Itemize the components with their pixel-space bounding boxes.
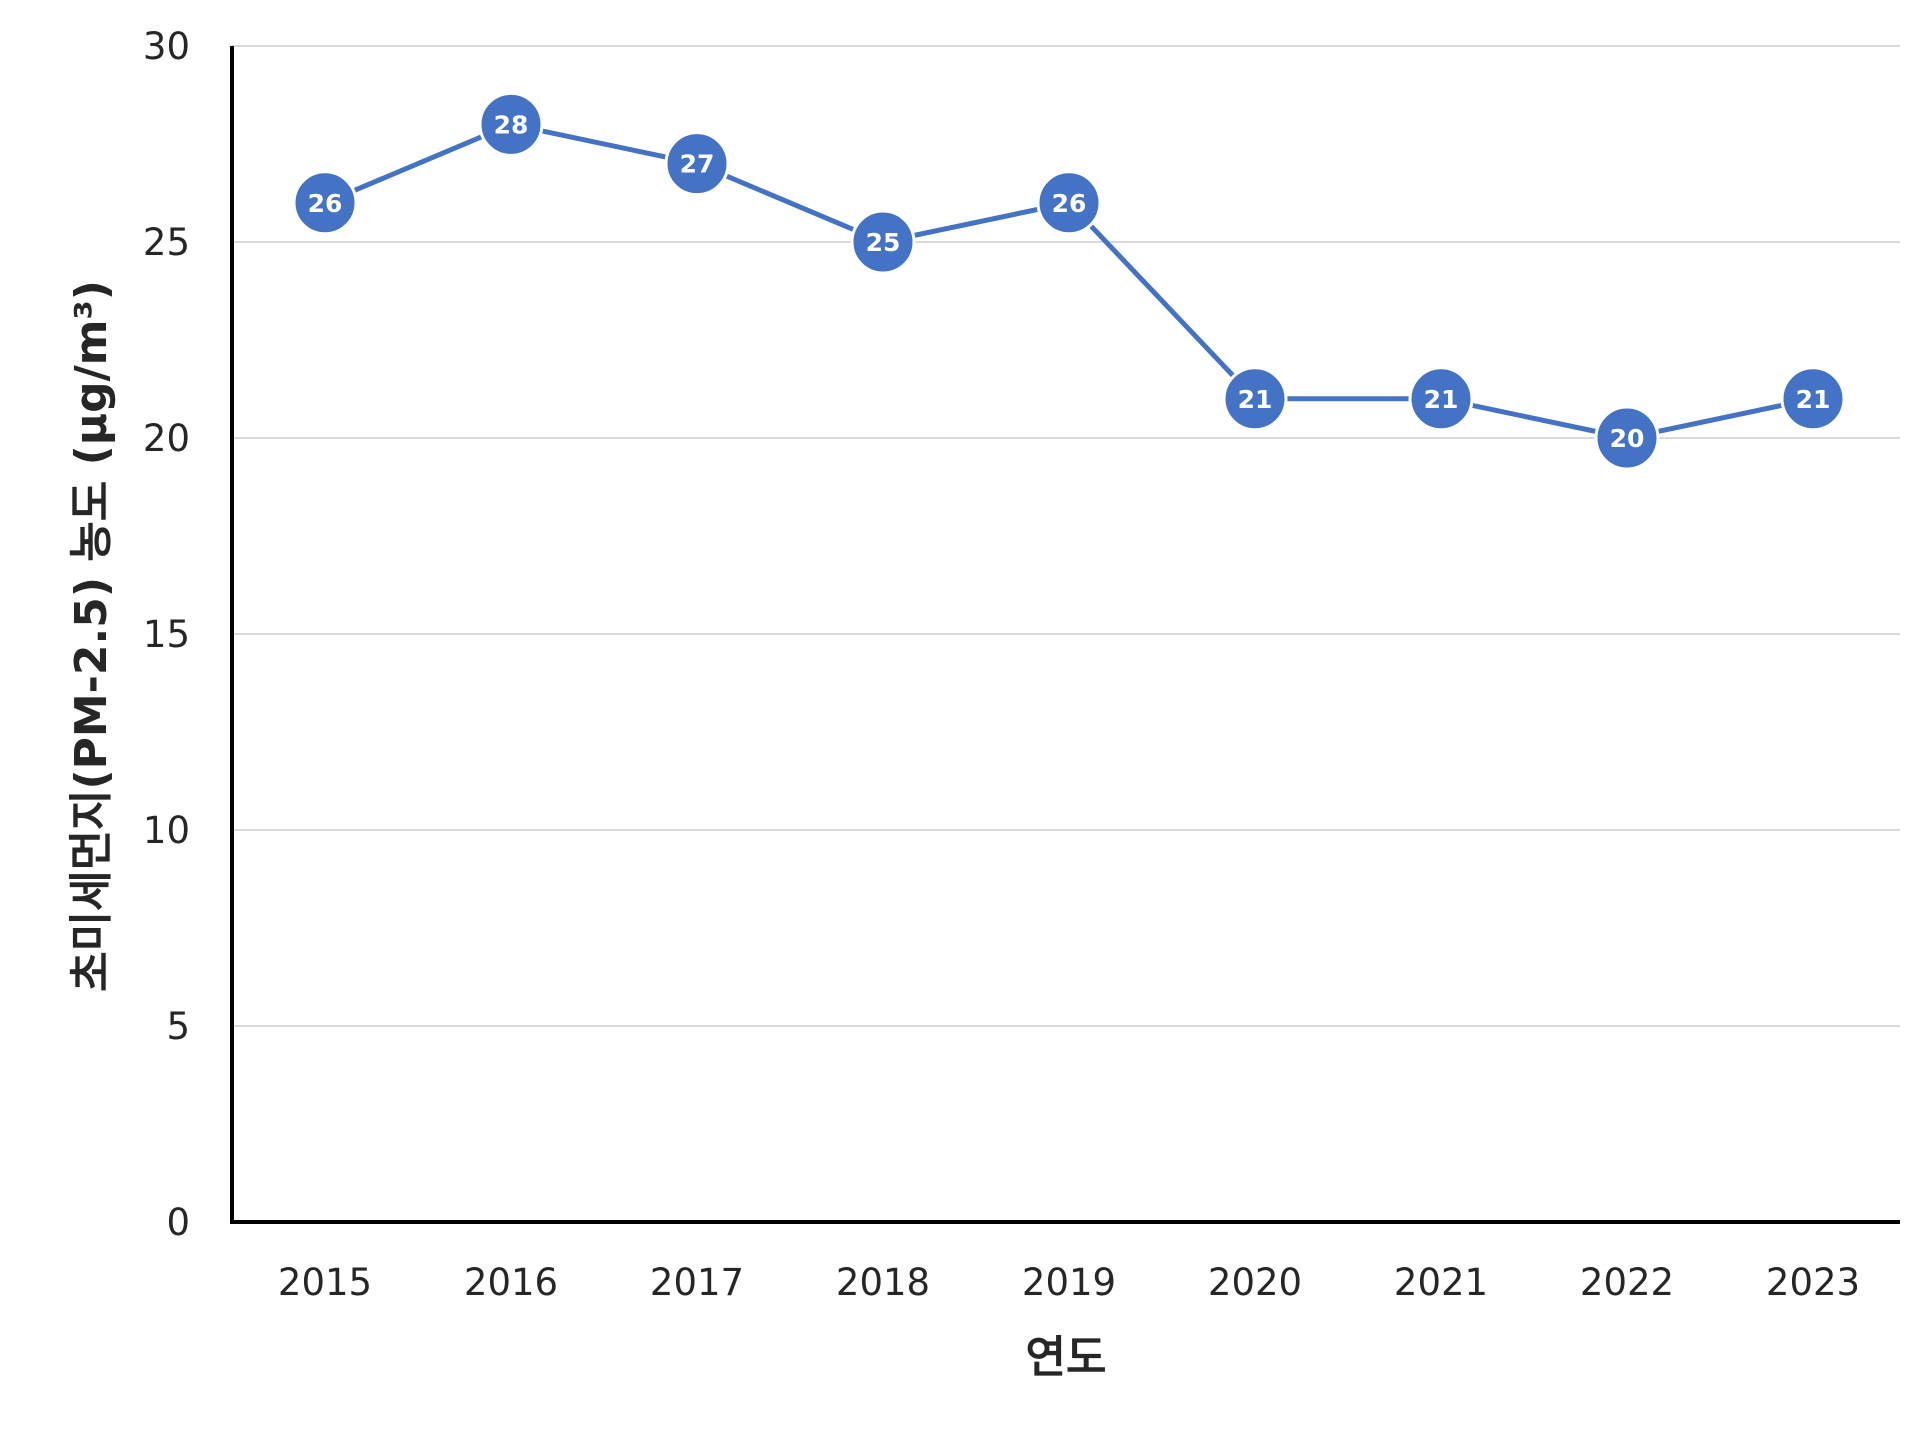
data-label-2017: 27 [680, 150, 715, 179]
data-point-2022 [1594, 405, 1660, 471]
data-point-2015 [292, 170, 358, 236]
gridlines [232, 45, 1900, 1027]
data-point-2019 [1036, 170, 1102, 236]
y-axis-title: 초미세먼지(PM-2.5) 농도 (μg/m³) [66, 280, 117, 992]
data-point-2016 [478, 91, 544, 157]
x-tick-label-2015: 2015 [278, 1261, 372, 1304]
data-label-2018: 25 [866, 228, 901, 257]
x-tick-label-2019: 2019 [1022, 1261, 1116, 1304]
data-label-2015: 26 [308, 189, 343, 218]
data-label-2023: 21 [1796, 385, 1831, 414]
y-tick-label-30: 30 [143, 25, 190, 68]
x-tick-label-2017: 2017 [650, 1261, 744, 1304]
y-tick-labels: 0 5 10 15 20 25 30 [143, 25, 190, 1244]
data-label-2019: 26 [1052, 189, 1087, 218]
data-point-2017 [664, 131, 730, 197]
data-point-2020 [1222, 366, 1288, 432]
data-label-2021: 21 [1424, 385, 1459, 414]
y-tick-label-25: 25 [143, 221, 190, 264]
axes [230, 46, 1900, 1224]
x-tick-label-2016: 2016 [464, 1261, 558, 1304]
x-tick-label-2020: 2020 [1208, 1261, 1302, 1304]
y-tick-label-10: 10 [143, 809, 190, 852]
y-tick-label-5: 5 [166, 1005, 190, 1048]
x-axis-title: 연도 [1026, 1332, 1107, 1383]
x-tick-label-2022: 2022 [1580, 1261, 1674, 1304]
y-tick-label-20: 20 [143, 417, 190, 460]
data-point-2023 [1780, 366, 1846, 432]
x-tick-labels: 2015 2016 2017 2018 2019 2020 2021 2022 2023 [278, 1261, 1860, 1304]
data-label-2020: 21 [1238, 385, 1273, 414]
data-points: 26 28 27 25 26 21 21 20 21 [292, 91, 1846, 471]
x-tick-label-2018: 2018 [836, 1261, 930, 1304]
data-label-2022: 20 [1610, 424, 1645, 453]
x-tick-label-2021: 2021 [1394, 1261, 1488, 1304]
data-point-2018 [850, 209, 916, 275]
x-tick-label-2023: 2023 [1766, 1261, 1860, 1304]
y-tick-label-0: 0 [166, 1201, 190, 1244]
y-tick-label-15: 15 [143, 613, 190, 656]
data-label-2016: 28 [494, 110, 529, 139]
data-point-2021 [1408, 366, 1474, 432]
